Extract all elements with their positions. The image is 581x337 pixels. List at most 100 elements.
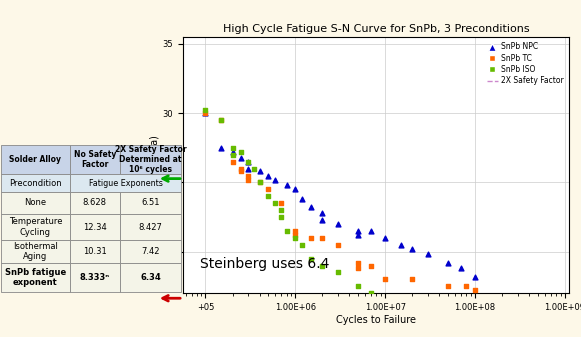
Point	[318, 210, 327, 216]
Text: Fatigue Exponents: Fatigue Exponents	[88, 179, 162, 188]
Text: No Safety
Factor: No Safety Factor	[74, 150, 116, 169]
Point	[457, 266, 466, 271]
Point	[277, 214, 286, 220]
Point	[255, 168, 264, 174]
Point	[243, 159, 253, 164]
Bar	[70, 192, 120, 214]
Point	[307, 205, 316, 210]
Text: Isothermal
Aging: Isothermal Aging	[13, 242, 58, 261]
Bar	[70, 263, 120, 292]
Bar	[120, 214, 181, 240]
Point	[201, 108, 210, 113]
Point	[353, 266, 363, 271]
Point	[333, 270, 343, 275]
Point	[408, 246, 417, 252]
Bar	[1, 192, 70, 214]
Text: 8.628: 8.628	[83, 198, 107, 208]
Point	[381, 235, 390, 241]
Bar	[1, 145, 70, 174]
Point	[298, 242, 307, 247]
Bar	[1, 263, 70, 292]
Text: 12.34: 12.34	[83, 222, 107, 232]
Point	[471, 274, 480, 279]
X-axis label: Cycles to Failure: Cycles to Failure	[336, 315, 416, 325]
Point	[307, 235, 316, 241]
Point	[217, 145, 226, 151]
Bar	[1, 174, 70, 192]
Point	[250, 166, 259, 171]
Point	[228, 159, 237, 164]
Point	[271, 177, 280, 182]
Point	[243, 166, 253, 171]
Point	[236, 166, 246, 171]
Point	[381, 298, 390, 303]
Text: Temperature
Cycling: Temperature Cycling	[9, 217, 62, 237]
Text: Precondition: Precondition	[9, 179, 62, 188]
Point	[396, 304, 406, 310]
Point	[217, 117, 226, 123]
Point	[443, 283, 453, 289]
Point	[264, 187, 273, 192]
Point	[462, 283, 471, 289]
Bar	[70, 240, 120, 263]
Point	[298, 196, 307, 202]
Point	[353, 228, 363, 234]
Bar	[1, 240, 70, 263]
Point	[236, 149, 246, 155]
Bar	[70, 174, 181, 192]
Point	[353, 283, 363, 289]
Point	[243, 173, 253, 178]
Point	[290, 228, 300, 234]
Point	[408, 277, 417, 282]
Point	[381, 277, 390, 282]
Point	[443, 325, 453, 331]
Point	[290, 232, 300, 238]
Point	[367, 263, 376, 268]
Point	[277, 201, 286, 206]
Bar	[70, 145, 120, 174]
Point	[424, 318, 433, 324]
Bar	[120, 263, 181, 292]
Point	[201, 111, 210, 116]
Bar	[120, 145, 181, 174]
Point	[282, 183, 291, 188]
Point	[236, 168, 246, 174]
Point	[255, 180, 264, 185]
Legend: SnPb NPC, SnPb TC, SnPb ISO, 2X Safety Factor: SnPb NPC, SnPb TC, SnPb ISO, 2X Safety F…	[485, 41, 565, 87]
Point	[424, 252, 433, 257]
Point	[243, 177, 253, 182]
Point	[290, 235, 300, 241]
Point	[318, 235, 327, 241]
Text: Solder Alloy: Solder Alloy	[9, 155, 62, 164]
Point	[271, 201, 280, 206]
Bar	[120, 192, 181, 214]
Point	[353, 232, 363, 238]
Y-axis label: Stress (MPa): Stress (MPa)	[150, 135, 160, 195]
Point	[277, 208, 286, 213]
Text: 6.51: 6.51	[141, 198, 160, 208]
Text: SnPb fatigue
exponent: SnPb fatigue exponent	[5, 268, 66, 287]
Point	[228, 149, 237, 155]
Text: None: None	[24, 198, 46, 208]
Point	[307, 256, 316, 261]
Point	[228, 152, 237, 157]
Point	[318, 217, 327, 222]
Point	[243, 159, 253, 164]
Point	[318, 263, 327, 268]
Text: 10.31: 10.31	[83, 247, 107, 256]
Point	[282, 228, 291, 234]
Text: 6.34: 6.34	[140, 273, 161, 282]
Point	[367, 228, 376, 234]
Point	[201, 111, 210, 116]
Point	[236, 155, 246, 160]
Bar	[1, 214, 70, 240]
Point	[264, 173, 273, 178]
Point	[471, 288, 480, 293]
Title: High Cycle Fatigue S-N Curve for SnPb, 3 Preconditions: High Cycle Fatigue S-N Curve for SnPb, 3…	[223, 24, 529, 33]
Point	[408, 311, 417, 317]
Text: 8.333ⁿ: 8.333ⁿ	[80, 273, 110, 282]
Point	[264, 193, 273, 199]
Point	[396, 242, 406, 247]
Bar	[120, 240, 181, 263]
Point	[290, 187, 300, 192]
